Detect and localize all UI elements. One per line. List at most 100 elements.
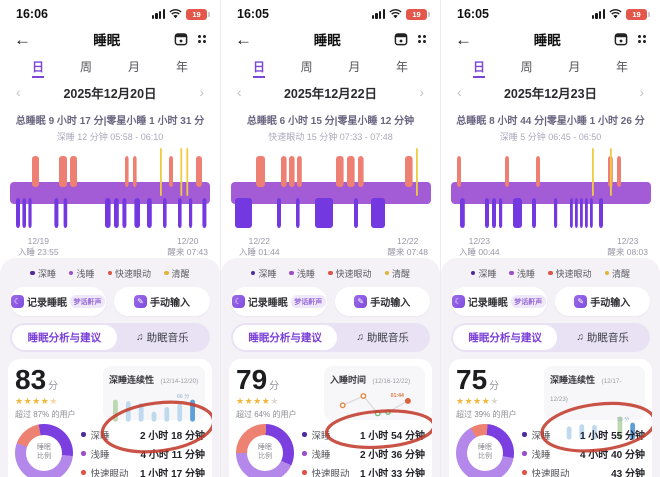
wifi-icon xyxy=(169,9,182,19)
manual-input-button[interactable]: ✎ 手动输入 xyxy=(334,287,430,316)
chart-axis-labels: 12/22 入睡 01:44 12/22 醒来 07:48 xyxy=(221,234,440,258)
star-rating: ★★★★★ xyxy=(456,396,499,406)
tab-sleep-analysis[interactable]: 睡眠分析与建议 xyxy=(12,325,117,350)
stage-row-deep: 深睡 1 小时 55 分钟 xyxy=(522,425,645,444)
donut-center-label: 睡眠 比例 xyxy=(478,444,492,460)
score-unit: 分 xyxy=(48,381,59,392)
light-dot-icon xyxy=(289,270,294,276)
stage-legend: 深睡 浅睡 快速眼动 清醒 xyxy=(221,267,440,279)
trend-chart-title: 入睡时间 xyxy=(330,375,367,385)
light-dot-icon xyxy=(68,270,74,276)
back-button[interactable]: ← xyxy=(455,29,472,49)
stage-row-rem: 快速眼动 1 小时 33 分钟 xyxy=(302,463,425,477)
sleep-start-label: 12/19 入睡 23:55 xyxy=(18,236,59,258)
period-tabs: 日 周 月 年 xyxy=(0,53,220,78)
deep-sleep-duration: 1 小时 54 分钟 xyxy=(359,431,425,442)
percentile-text: 超过 39% 的用户 xyxy=(456,410,517,419)
deep-sleep-duration: 1 小时 55 分钟 xyxy=(579,431,645,442)
prev-day-button[interactable]: ‹ xyxy=(237,84,242,100)
manual-input-button[interactable]: ✎ 手动输入 xyxy=(114,287,210,316)
page-title: 睡眠 xyxy=(93,33,121,48)
legend-item-light: 浅睡 xyxy=(509,267,535,279)
next-day-button[interactable]: › xyxy=(199,84,204,100)
record-sleep-button[interactable]: ☾ 记录睡眠 梦话鼾声 xyxy=(231,287,327,316)
tab-day[interactable]: 日 xyxy=(473,58,486,78)
prev-day-button[interactable]: ‹ xyxy=(457,84,462,100)
tab-month[interactable]: 月 xyxy=(568,60,581,74)
tab-year[interactable]: 年 xyxy=(615,60,628,74)
light-sleep-duration: 2 小时 36 分钟 xyxy=(359,450,425,461)
awake-dot-icon xyxy=(164,270,169,276)
manual-input-button[interactable]: ✎ 手动输入 xyxy=(554,287,650,316)
tab-sleep-analysis[interactable]: 睡眠分析与建议 xyxy=(233,325,338,350)
calendar-icon[interactable] xyxy=(394,32,408,46)
light-dot-icon xyxy=(302,451,307,456)
light-sleep-duration: 4 小时 11 分钟 xyxy=(140,450,205,461)
battery-icon: 19 xyxy=(406,8,430,20)
tab-day[interactable]: 日 xyxy=(253,58,266,78)
date-label: 2025年12月23日 xyxy=(503,86,598,101)
prev-day-button[interactable]: ‹ xyxy=(16,84,21,100)
record-sleep-button[interactable]: ☾ 记录睡眠 梦话鼾声 xyxy=(451,287,547,316)
more-menu-icon[interactable] xyxy=(197,34,206,44)
wake-label: 12/22 醒来 07:48 xyxy=(387,236,428,258)
tab-week[interactable]: 周 xyxy=(520,60,533,74)
percentile-text: 超过 87% 的用户 xyxy=(15,410,76,419)
next-day-button[interactable]: › xyxy=(639,84,644,100)
back-button[interactable]: ← xyxy=(14,29,31,49)
date-label: 2025年12月22日 xyxy=(283,86,378,101)
light-sleep-duration: 4 小时 40 分钟 xyxy=(579,450,645,461)
next-day-button[interactable]: › xyxy=(419,84,424,100)
tab-year[interactable]: 年 xyxy=(395,60,408,74)
stage-detail-text: 深睡 12 分钟 05:58 - 06:10 xyxy=(56,132,164,142)
tab-sleep-music[interactable]: ♫ 助眠音乐 xyxy=(356,332,409,344)
period-tabs: 日 周 月 年 xyxy=(221,53,440,78)
sleep-start-label: 12/23 入睡 00:44 xyxy=(459,236,500,258)
sleep-stages-chart xyxy=(451,148,651,228)
music-note-icon: ♫ xyxy=(576,332,584,343)
deep-dot-icon xyxy=(81,432,86,437)
rem-dot-icon xyxy=(328,270,333,276)
more-menu-icon[interactable] xyxy=(417,34,426,44)
stage-row-light: 浅睡 4 小时 11 分钟 xyxy=(81,444,205,463)
record-sleep-button[interactable]: ☾ 记录睡眠 梦话鼾声 xyxy=(10,287,106,316)
stage-legend: 深睡 浅睡 快速眼动 清醒 xyxy=(441,267,660,279)
trend-chart-title: 深睡连续性 xyxy=(109,375,155,385)
legend-item-light: 浅睡 xyxy=(68,267,95,279)
date-navigator: ‹ 2025年12月22日 › xyxy=(221,80,440,104)
total-sleep-summary: 总睡眠 6 小时 15 分|零星小睡 12 分钟 xyxy=(246,116,415,127)
calendar-icon[interactable] xyxy=(174,32,188,46)
more-menu-icon[interactable] xyxy=(637,34,646,44)
tab-sleep-analysis[interactable]: 睡眠分析与建议 xyxy=(453,325,558,350)
record-sleep-icon: ☾ xyxy=(231,295,245,308)
tab-month[interactable]: 月 xyxy=(348,60,361,74)
tab-sleep-music[interactable]: ♫ 助眠音乐 xyxy=(136,332,189,344)
period-tabs: 日 周 月 年 xyxy=(441,53,660,78)
tab-day[interactable]: 日 xyxy=(32,58,45,78)
app-header: ← 睡眠 xyxy=(221,25,440,53)
legend-item-deep: 深睡 xyxy=(470,267,496,279)
tab-month[interactable]: 月 xyxy=(127,60,140,74)
rem-dot-icon xyxy=(81,470,86,475)
tab-year[interactable]: 年 xyxy=(175,60,188,74)
calendar-icon[interactable] xyxy=(614,32,628,46)
cellular-signal-icon xyxy=(591,9,605,19)
sleep-start-label: 12/22 入睡 01:44 xyxy=(239,236,280,258)
stage-detail-text: 快速眼动 15 分钟 07:33 - 07:48 xyxy=(268,132,393,142)
tab-week[interactable]: 周 xyxy=(300,60,313,74)
back-button[interactable]: ← xyxy=(235,29,252,49)
star-rating: ★★★★★ xyxy=(15,396,58,406)
stage-row-deep: 深睡 2 小时 18 分钟 xyxy=(81,425,205,444)
battery-percent: 19 xyxy=(412,9,421,19)
donut-center-label: 睡眠 比例 xyxy=(37,444,51,460)
chart-axis-labels: 12/19 入睡 23:55 12/20 醒来 07:43 xyxy=(0,234,220,258)
music-note-icon: ♫ xyxy=(136,332,144,343)
legend-item-awake: 清醒 xyxy=(604,267,630,279)
tab-week[interactable]: 周 xyxy=(79,60,92,74)
stage-legend: 深睡 浅睡 快速眼动 清醒 xyxy=(0,267,220,279)
page-title: 睡眠 xyxy=(533,33,561,48)
app-header: ← 睡眠 xyxy=(0,25,220,53)
tab-sleep-music[interactable]: ♫ 助眠音乐 xyxy=(576,332,629,344)
trend-chart-box: 深睡连续性 (12/17-12/23) 56 分 xyxy=(544,366,645,440)
